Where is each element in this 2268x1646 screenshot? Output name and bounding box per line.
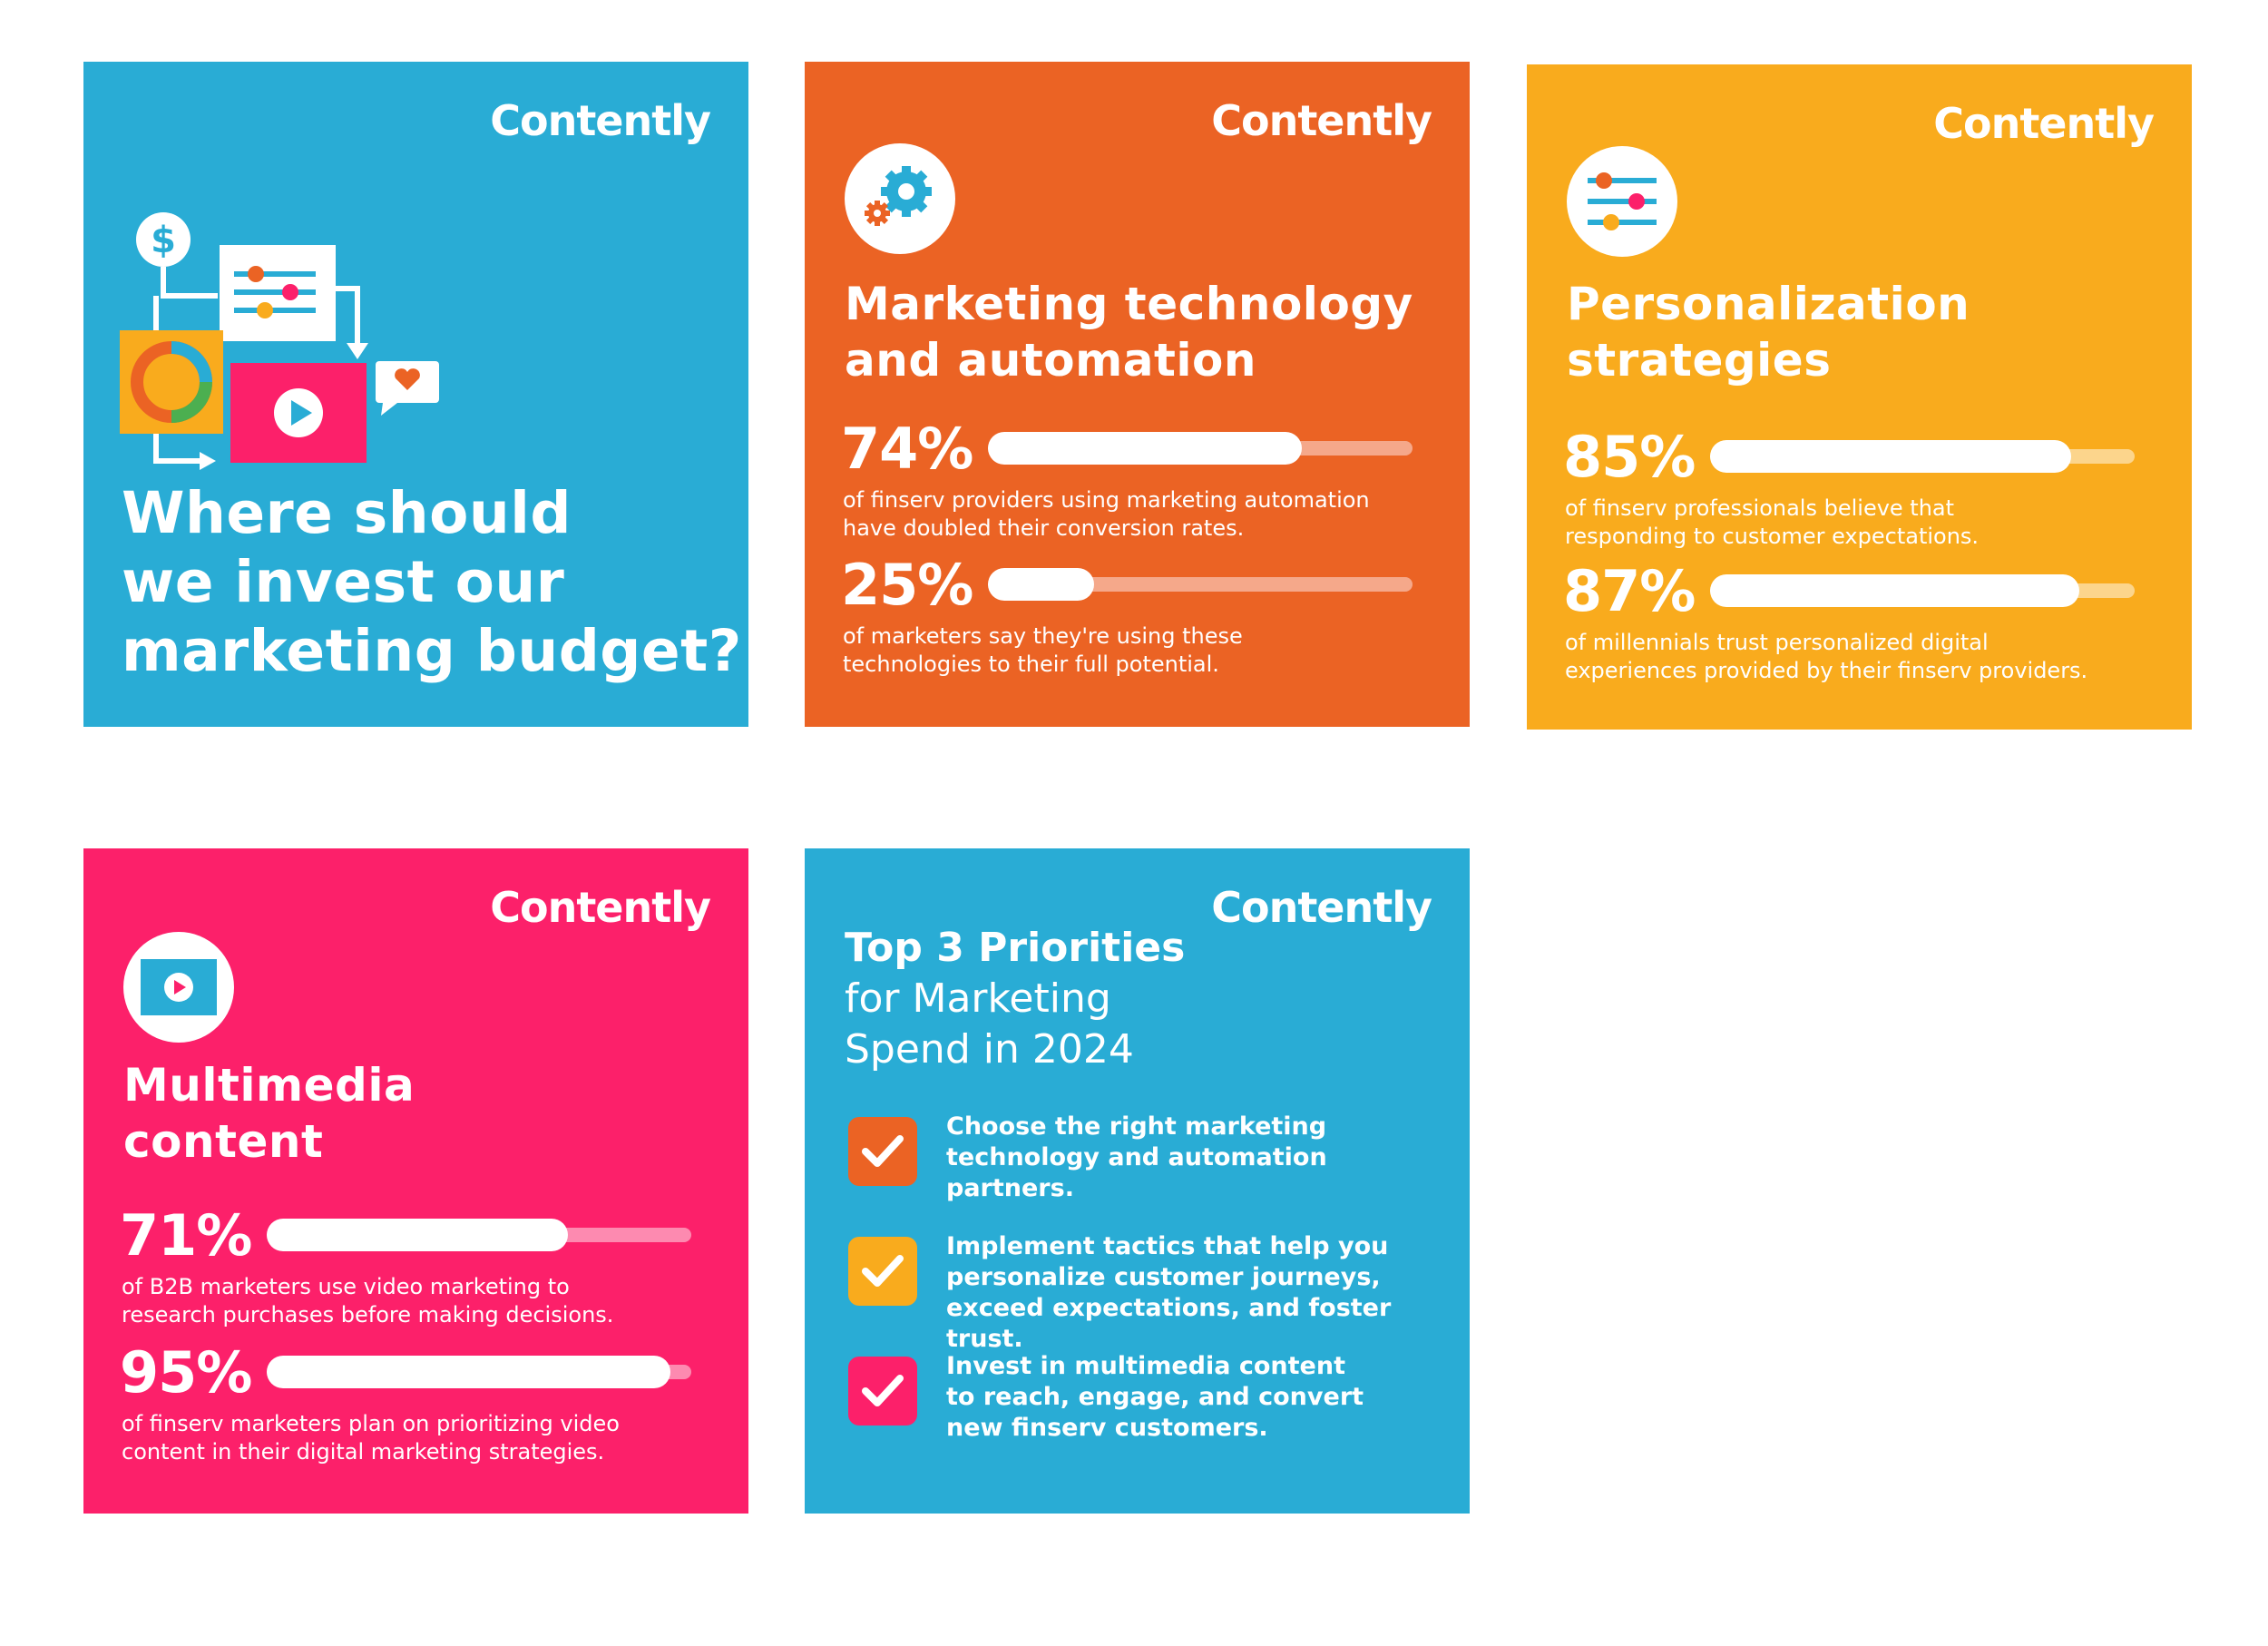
- priority-text: Choose the right marketing technology an…: [946, 1112, 1327, 1202]
- video-play-icon: [123, 932, 234, 1043]
- priority-item: Implement tactics that help you personal…: [848, 1231, 1429, 1353]
- stat-value: 87%: [1563, 558, 1696, 624]
- checkmark-icon: [848, 1117, 917, 1186]
- stat-value: 25%: [841, 552, 973, 618]
- marketing-budget-illustration: $: [120, 212, 439, 470]
- progress-track: [267, 1356, 691, 1388]
- progress-fill: [1710, 574, 2080, 607]
- gears-icon: [845, 143, 955, 254]
- priority-text: Implement tactics that help you personal…: [946, 1232, 1392, 1353]
- progress-track: [988, 568, 1413, 601]
- card-invest-question: Contently $ Where should: [83, 62, 748, 727]
- stat-description: of millennials trust personalized digita…: [1565, 630, 2088, 683]
- checkmark-icon: [848, 1357, 917, 1426]
- progress-fill: [267, 1219, 569, 1251]
- invest-question-heading: Where should we invest our marketing bud…: [122, 480, 742, 684]
- stat-description: of finserv professionals believe that re…: [1565, 495, 1980, 549]
- card-personalization: Contently Personalization strategies 85%…: [1527, 64, 2192, 730]
- card-marketing-technology: Contently Marketing technology and autom…: [805, 62, 1470, 727]
- contently-logo: Contently: [490, 883, 711, 932]
- stat-value: 74%: [841, 416, 973, 482]
- progress-fill: [988, 432, 1303, 465]
- priority-text: Invest in multimedia content to reach, e…: [946, 1352, 1364, 1442]
- marketing-technology-heading: Marketing technology and automation: [845, 278, 1413, 387]
- personalization-heading: Personalization strategies: [1567, 278, 1970, 387]
- stat-description: of marketers say they're using these tec…: [843, 623, 1243, 677]
- stat-description: of finserv providers using marketing aut…: [843, 487, 1370, 541]
- progress-fill: [267, 1356, 670, 1388]
- contently-logo: Contently: [490, 96, 711, 145]
- progress-fill: [988, 568, 1094, 601]
- priority-item: Choose the right marketing technology an…: [848, 1112, 1429, 1211]
- stat-description: of finserv marketers plan on prioritizin…: [122, 1411, 620, 1465]
- card-priorities: Contently Top 3 Priorities for Marketing…: [805, 848, 1470, 1514]
- progress-fill: [1710, 440, 2071, 473]
- card-multimedia: Contently Multimedia content 71% of B2B …: [83, 848, 748, 1514]
- multimedia-heading: Multimedia content: [123, 1059, 415, 1168]
- priority-item: Invest in multimedia content to reach, e…: [848, 1351, 1429, 1451]
- contently-logo: Contently: [1211, 883, 1432, 932]
- stat-description: of B2B marketers use video marketing to …: [122, 1274, 614, 1328]
- progress-track: [1710, 574, 2135, 607]
- sliders-icon: [1567, 146, 1677, 257]
- priorities-heading: Top 3 Priorities for Marketing Spend in …: [845, 925, 1186, 1073]
- svg-text:$: $: [151, 220, 176, 261]
- contently-logo: Contently: [1933, 99, 2155, 148]
- progress-track: [1710, 440, 2135, 473]
- progress-track: [267, 1219, 691, 1251]
- progress-track: [988, 432, 1413, 465]
- contently-logo: Contently: [1211, 96, 1432, 145]
- checkmark-icon: [848, 1237, 917, 1306]
- stat-value: 71%: [120, 1202, 252, 1269]
- stat-value: 95%: [120, 1339, 252, 1406]
- stat-value: 85%: [1563, 424, 1696, 490]
